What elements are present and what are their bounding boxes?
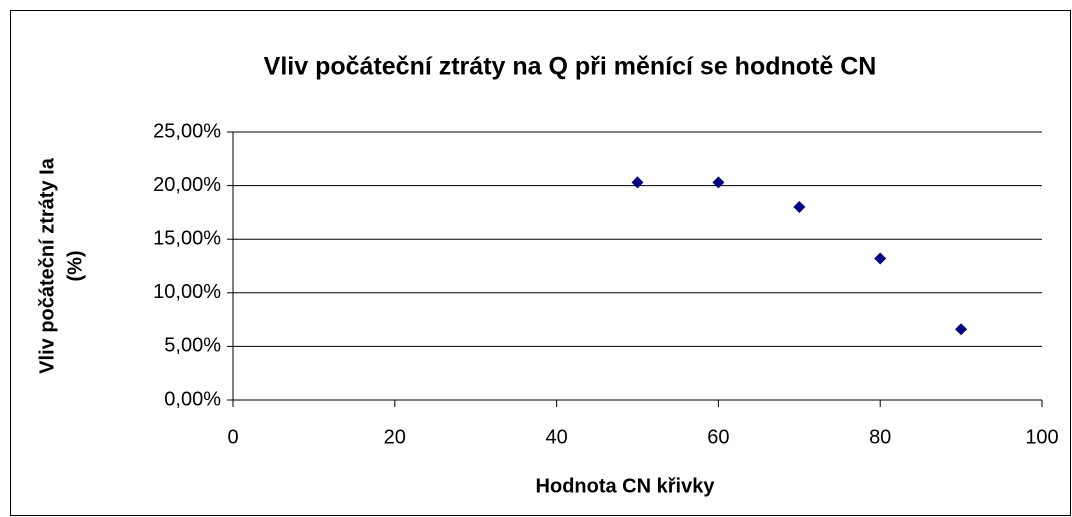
chart-border: [10, 10, 1071, 516]
y-tick-label: 20,00%: [153, 174, 221, 196]
x-tick-label: 0: [227, 426, 238, 448]
y-axis-label-line: Vliv počáteční ztráty Ia: [36, 157, 58, 374]
point: [631, 176, 644, 189]
y-tick-label: 25,00%: [153, 120, 221, 142]
point: [874, 252, 887, 265]
y-tick-label: 5,00%: [164, 335, 221, 357]
x-tick-label: 80: [869, 426, 891, 448]
x-tick-label: 100: [1025, 426, 1058, 448]
y-tick-label: 15,00%: [153, 227, 221, 249]
x-axis-label: Hodnota CN křivky: [536, 475, 716, 497]
y-tick-label: 10,00%: [153, 281, 221, 303]
chart-title: Vliv počáteční ztráty na Q při měnící se…: [264, 53, 877, 81]
y-tick-label: 0,00%: [164, 388, 221, 410]
point: [793, 201, 806, 214]
x-tick-label: 60: [707, 426, 729, 448]
x-tick-label: 40: [545, 426, 567, 448]
point: [712, 176, 725, 189]
y-axis-label-line: (%): [64, 250, 86, 281]
x-tick-label: 20: [384, 426, 406, 448]
point: [955, 323, 968, 336]
y-axis-label: Vliv počáteční ztráty Ia (%): [36, 157, 86, 374]
